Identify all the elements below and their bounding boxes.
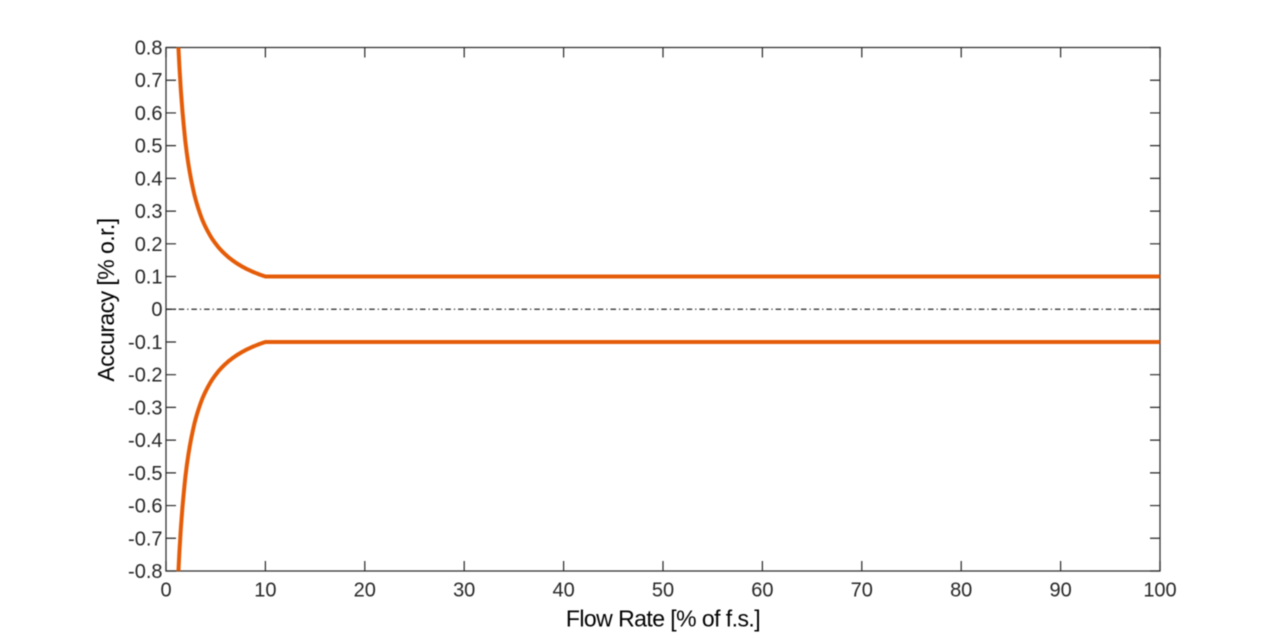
svg-text:0: 0 bbox=[151, 299, 162, 321]
svg-text:-0.4: -0.4 bbox=[128, 430, 162, 452]
svg-text:-0.8: -0.8 bbox=[128, 561, 162, 583]
svg-text:100: 100 bbox=[1143, 580, 1176, 602]
svg-text:-0.7: -0.7 bbox=[128, 528, 162, 550]
svg-text:0.3: 0.3 bbox=[135, 201, 163, 223]
svg-text:Flow Rate [% of f.s.]: Flow Rate [% of f.s.] bbox=[566, 606, 760, 632]
svg-text:70: 70 bbox=[851, 580, 873, 602]
svg-text:0.1: 0.1 bbox=[135, 267, 163, 289]
svg-text:-0.3: -0.3 bbox=[128, 397, 162, 419]
svg-text:10: 10 bbox=[254, 580, 276, 602]
svg-text:0.7: 0.7 bbox=[135, 70, 163, 92]
svg-text:50: 50 bbox=[652, 580, 674, 602]
svg-text:60: 60 bbox=[751, 580, 773, 602]
svg-text:40: 40 bbox=[552, 580, 574, 602]
svg-text:0.4: 0.4 bbox=[135, 168, 163, 190]
svg-text:0: 0 bbox=[160, 580, 171, 602]
svg-text:-0.1: -0.1 bbox=[128, 332, 162, 354]
svg-text:-0.5: -0.5 bbox=[128, 463, 162, 485]
svg-text:0.5: 0.5 bbox=[135, 136, 163, 158]
svg-text:30: 30 bbox=[453, 580, 475, 602]
svg-text:-0.6: -0.6 bbox=[128, 496, 162, 518]
svg-text:0.8: 0.8 bbox=[135, 38, 163, 60]
svg-text:90: 90 bbox=[1049, 580, 1071, 602]
svg-text:-0.2: -0.2 bbox=[128, 365, 162, 387]
svg-text:Accuracy [% o.r.]: Accuracy [% o.r.] bbox=[93, 218, 119, 381]
svg-text:0.6: 0.6 bbox=[135, 103, 163, 125]
svg-text:20: 20 bbox=[354, 580, 376, 602]
svg-text:80: 80 bbox=[950, 580, 972, 602]
svg-text:0.2: 0.2 bbox=[135, 234, 163, 256]
